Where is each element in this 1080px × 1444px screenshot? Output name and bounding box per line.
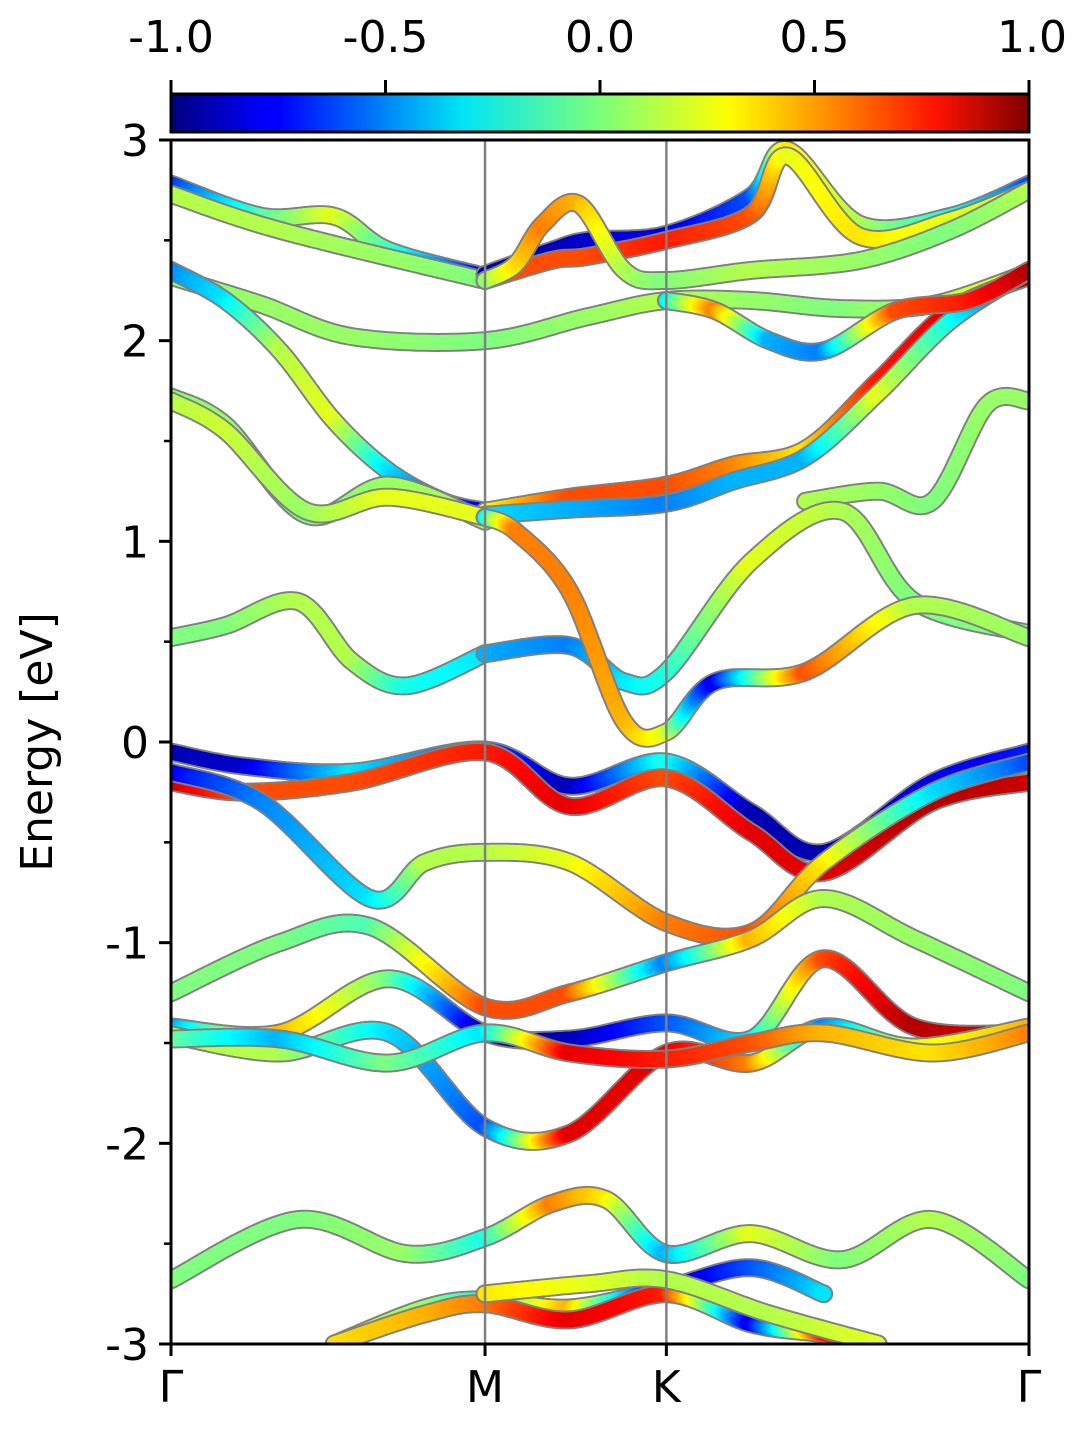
- colorbar-ticks: -1.0 -0.5 0.0 0.5 1.0: [128, 12, 1067, 94]
- band-13: [171, 601, 485, 686]
- colorbar-tick-label: -1.0: [128, 12, 214, 63]
- colorbar-tick-label: 0.5: [780, 12, 850, 63]
- colorbar-tick-label: 0.0: [565, 12, 635, 63]
- colorbar: -1.0 -0.5 0.0 0.5 1.0: [128, 12, 1067, 132]
- colorbar-tick-label: -0.5: [343, 12, 429, 63]
- colorbar-gradient: [171, 94, 1029, 132]
- colorbar-tick-label: 1.0: [997, 12, 1067, 63]
- bands: [171, 150, 1029, 1344]
- band-outline: [171, 270, 485, 511]
- band-6: [171, 270, 485, 511]
